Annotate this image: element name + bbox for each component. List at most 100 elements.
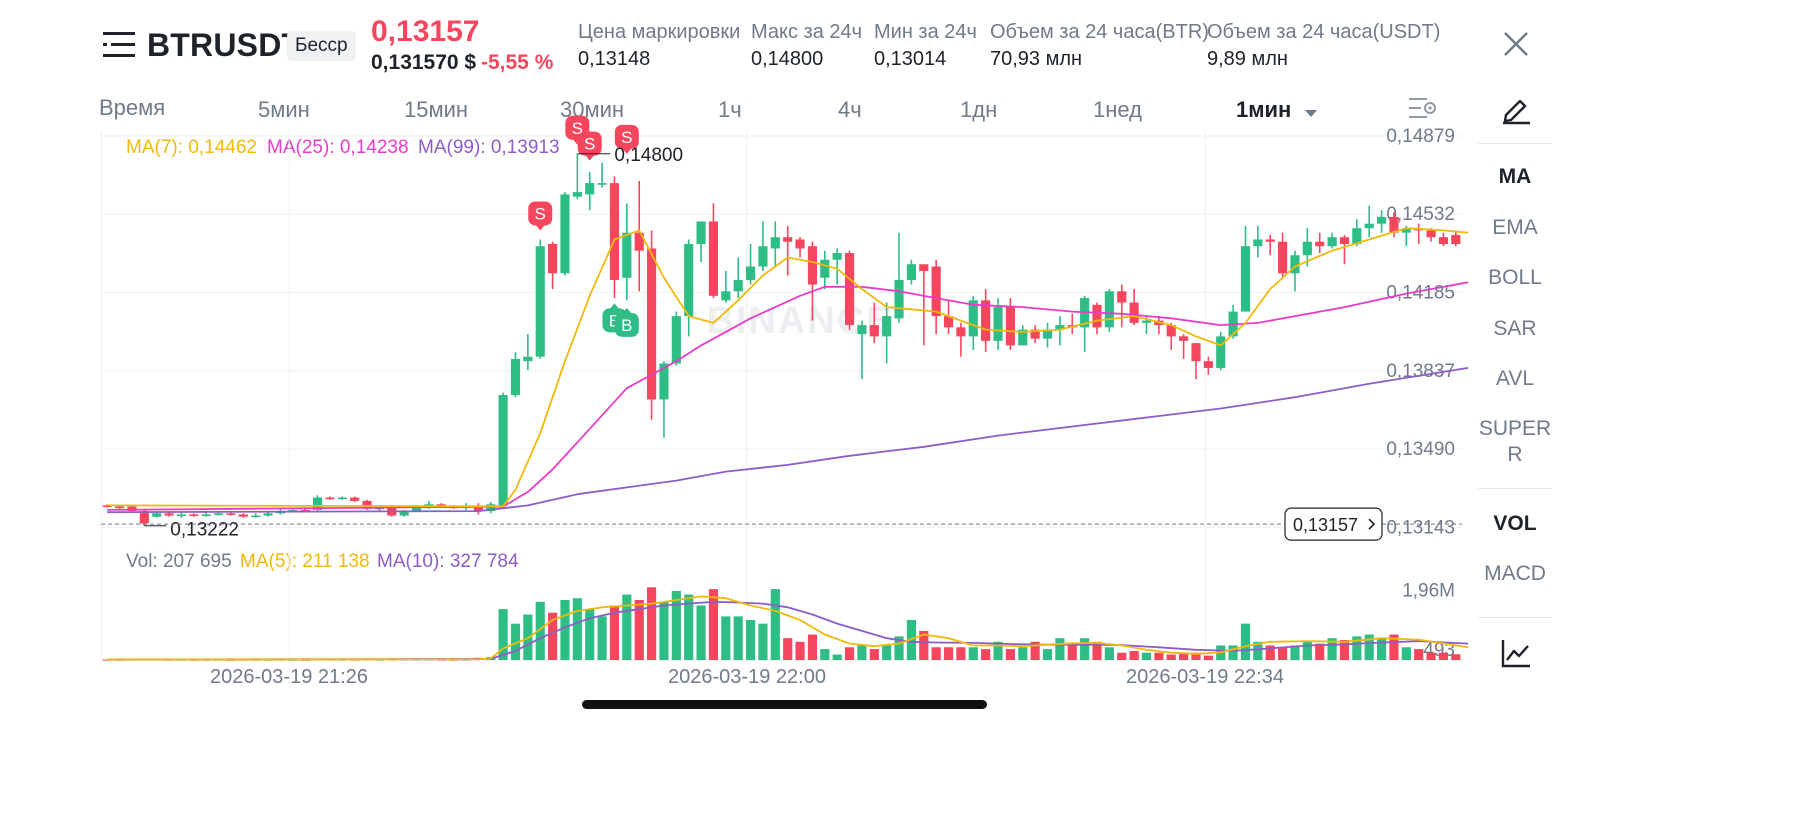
tab-15m[interactable]: 15мин: [404, 97, 469, 122]
candle-body: [1092, 304, 1102, 328]
indicator-super-line2: R: [1507, 443, 1523, 466]
tab-1d[interactable]: 1дн: [960, 97, 998, 122]
volume-axis-label: 1,96M: [1402, 581, 1455, 602]
volume-bar: [1092, 641, 1102, 660]
candle-body: [1240, 246, 1251, 312]
close-icon[interactable]: [1503, 31, 1529, 57]
tab-selected-interval[interactable]: 1мин: [1236, 97, 1318, 124]
tab-5m[interactable]: 5мин: [258, 97, 310, 122]
volume-bar: [1451, 654, 1461, 660]
volume-bar: [968, 647, 978, 660]
ma7-legend: MA(7): 0,14462: [126, 137, 257, 158]
marker-badge: [614, 124, 639, 149]
candle-body: [102, 505, 112, 508]
candle-body: [288, 509, 298, 512]
sell-marker: S: [577, 131, 602, 161]
marker-pointer: [584, 154, 595, 161]
candle-body: [560, 194, 570, 274]
volume-bar: [1030, 641, 1040, 660]
candle-body: [139, 511, 149, 524]
candle-body: [721, 291, 731, 301]
candle-body: [1290, 255, 1300, 274]
candle-body: [548, 243, 558, 274]
marker-pointer: [621, 147, 632, 154]
candle-body: [399, 511, 409, 516]
candle-body: [770, 237, 780, 249]
tab-4h[interactable]: 4ч: [838, 97, 862, 122]
indicator-sar[interactable]: SAR: [1493, 317, 1537, 340]
volume-bar: [807, 634, 818, 660]
volume-bar: [659, 601, 669, 660]
indicator-vol[interactable]: VOL: [1493, 512, 1537, 535]
volume-bar: [721, 616, 731, 660]
candle-body: [1129, 302, 1139, 323]
candle-body: [510, 358, 521, 395]
indicator-avl[interactable]: AVL: [1495, 367, 1535, 390]
draw-tool-icon[interactable]: [1500, 93, 1532, 125]
candle-body: [993, 307, 1003, 341]
volume-bar: [634, 600, 644, 660]
candle-body: [1352, 228, 1362, 244]
marker-label: S: [584, 135, 595, 154]
marker-badge: [528, 201, 553, 226]
candle-body: [226, 513, 236, 515]
ma7-line: [107, 227, 1469, 508]
menu-icon[interactable]: [103, 30, 137, 60]
current-price-tag[interactable]: 0,13157: [1284, 507, 1383, 541]
candle-body: [1179, 336, 1189, 341]
indicator-macd[interactable]: MACD: [1484, 562, 1546, 585]
candle-body: [1042, 329, 1053, 339]
candle-body: [684, 243, 694, 317]
volume-bar: [1364, 634, 1374, 660]
volume-bar: [572, 598, 582, 660]
home-indicator: [582, 700, 987, 709]
volume-usdt-value: 9,89 млн: [1207, 48, 1288, 70]
volume-bar: [1414, 649, 1424, 660]
candle-body: [1438, 237, 1449, 244]
candle-body: [114, 506, 125, 509]
candle-body: [1302, 241, 1312, 256]
volume-bar: [1253, 641, 1263, 660]
candle-body: [795, 239, 805, 249]
chart-type-icon[interactable]: [1500, 637, 1532, 669]
contract-badge: Бесср: [287, 31, 356, 61]
candle-body: [535, 246, 545, 357]
tab-1w[interactable]: 1нед: [1093, 97, 1142, 122]
watermark: BINANCE: [706, 300, 893, 342]
candle-body: [857, 325, 867, 335]
indicator-divider-mid: [1478, 488, 1552, 489]
candle-body: [486, 504, 496, 512]
pair-title[interactable]: BTRUSDT: [147, 27, 302, 63]
candle-body: [1203, 361, 1213, 368]
candle-body: [894, 280, 904, 319]
candle-body: [783, 237, 793, 242]
volume-bar: [560, 600, 570, 660]
candle-body: [1005, 307, 1015, 346]
indicator-ema[interactable]: EMA: [1492, 216, 1538, 239]
marker-badge: [614, 312, 639, 337]
candle-body: [189, 514, 199, 517]
high-24h-label: Макс за 24ч: [751, 21, 863, 43]
candle-body: [1401, 228, 1411, 233]
candle-body: [1364, 223, 1374, 229]
indicator-ma[interactable]: MA: [1498, 165, 1532, 188]
marker-label: S: [621, 128, 632, 147]
time-tab[interactable]: Время: [99, 95, 166, 120]
last-price-usd: 0,131570 $: [371, 51, 477, 74]
indicator-super[interactable]: SUPER R: [1470, 416, 1560, 468]
candle-body: [1278, 241, 1288, 274]
candle-body: [1315, 241, 1325, 247]
candle-body: [832, 252, 842, 260]
volume-bar: [1005, 649, 1015, 660]
volume-usdt-label: Объем за 24 часа(USDT): [1207, 21, 1441, 43]
sell-marker: S: [614, 124, 639, 154]
low-price-label: 0,13222: [170, 520, 239, 541]
high-price-label: 0,14800: [614, 145, 683, 166]
time-axis: 2026-03-19 21:26 2026-03-19 22:00 2026-03-…: [210, 666, 1284, 688]
chart-settings-icon[interactable]: [1408, 95, 1438, 121]
tab-1h[interactable]: 1ч: [718, 97, 742, 122]
candle-body: [263, 513, 273, 516]
indicator-boll[interactable]: BOLL: [1488, 266, 1542, 289]
volume-bar: [1401, 647, 1411, 660]
